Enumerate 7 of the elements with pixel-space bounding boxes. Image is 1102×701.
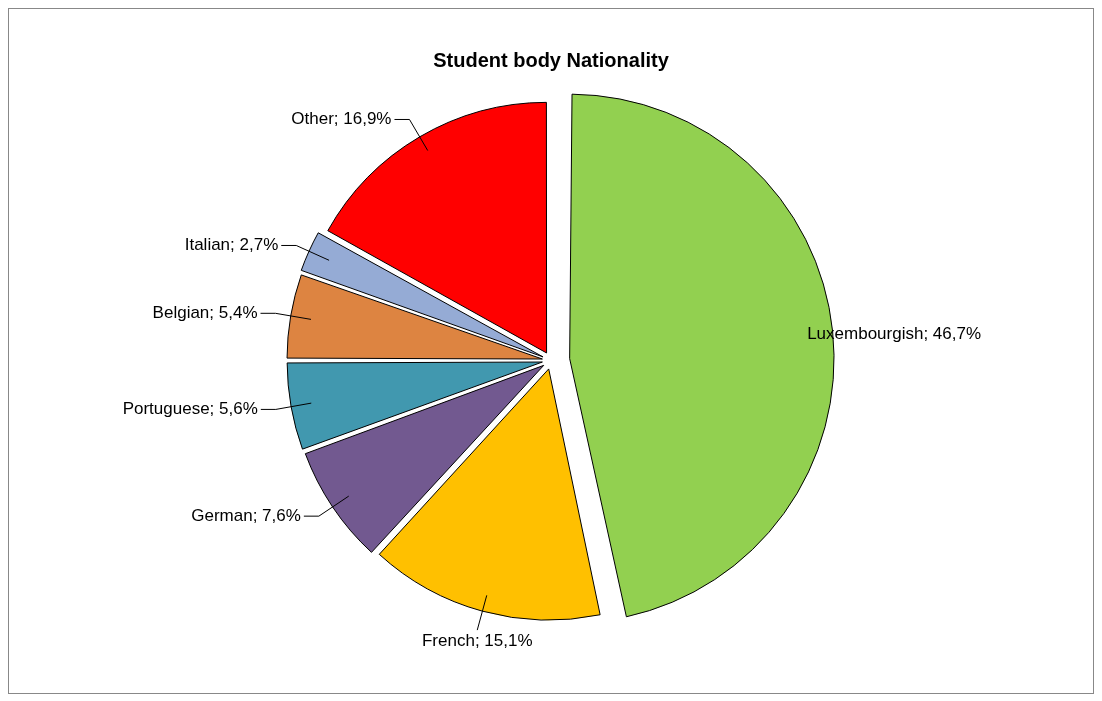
slice-label: French; 15,1% [421, 631, 533, 651]
slice-label: Other; 16,9% [291, 109, 392, 129]
slice-label: Italian; 2,7% [184, 235, 279, 255]
slice-label: Belgian; 5,4% [152, 303, 258, 322]
chart-title: Student body Nationality [433, 48, 670, 71]
slice-label: German; 7,6% [191, 505, 301, 525]
slice-label: Portuguese; 5,6% [122, 399, 258, 419]
